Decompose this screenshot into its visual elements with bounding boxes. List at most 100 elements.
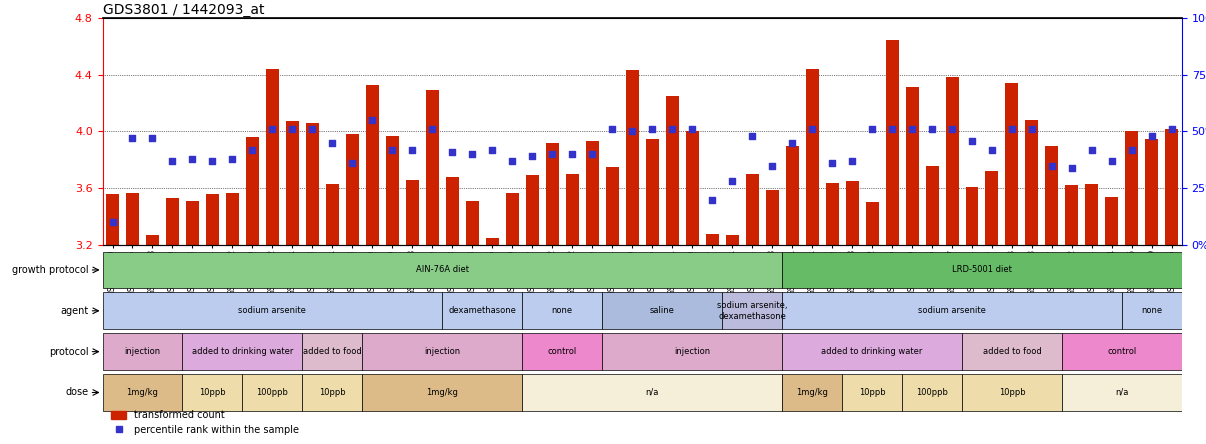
- Point: [223, 155, 242, 162]
- Bar: [925, 166, 938, 245]
- Bar: [526, 175, 539, 245]
- Text: injection: injection: [425, 347, 461, 356]
- Text: dexamethasone: dexamethasone: [449, 306, 516, 315]
- Bar: [785, 146, 798, 245]
- Text: control: control: [1107, 347, 1136, 356]
- Bar: [103, 252, 783, 288]
- Bar: [1025, 120, 1038, 245]
- Point: [822, 160, 842, 167]
- Point: [163, 158, 182, 165]
- Point: [1102, 158, 1122, 165]
- Text: n/a: n/a: [645, 388, 658, 397]
- Point: [1163, 126, 1182, 133]
- Point: [783, 139, 802, 147]
- Point: [562, 151, 581, 158]
- Bar: [1085, 184, 1099, 245]
- Point: [1023, 126, 1042, 133]
- Bar: [1006, 83, 1019, 245]
- Bar: [1062, 374, 1182, 411]
- Text: 10ppb: 10ppb: [199, 388, 226, 397]
- Text: added to drinking water: added to drinking water: [192, 347, 293, 356]
- Bar: [586, 141, 598, 245]
- Bar: [166, 198, 178, 245]
- Text: 1mg/kg: 1mg/kg: [796, 388, 829, 397]
- Point: [962, 137, 982, 144]
- Bar: [226, 193, 239, 245]
- Text: added to food: added to food: [983, 347, 1041, 356]
- Bar: [885, 40, 898, 245]
- Bar: [446, 177, 458, 245]
- Bar: [686, 131, 698, 245]
- Bar: [745, 174, 759, 245]
- Point: [942, 126, 961, 133]
- Point: [622, 128, 642, 135]
- Bar: [326, 184, 339, 245]
- Text: injection: injection: [674, 347, 710, 356]
- Point: [443, 148, 462, 155]
- Text: 10ppb: 10ppb: [320, 388, 346, 397]
- Point: [762, 162, 781, 169]
- Bar: [962, 333, 1062, 370]
- Bar: [902, 374, 962, 411]
- Point: [422, 126, 441, 133]
- Bar: [106, 194, 119, 245]
- Bar: [265, 69, 279, 245]
- Bar: [845, 181, 859, 245]
- Bar: [1046, 146, 1059, 245]
- Text: added to drinking water: added to drinking water: [821, 347, 923, 356]
- Bar: [146, 235, 159, 245]
- Bar: [522, 374, 783, 411]
- Point: [902, 126, 921, 133]
- Bar: [125, 193, 139, 245]
- Bar: [605, 167, 619, 245]
- Point: [603, 126, 622, 133]
- Bar: [522, 333, 602, 370]
- Bar: [103, 333, 182, 370]
- Bar: [985, 171, 999, 245]
- Text: control: control: [548, 347, 576, 356]
- Point: [543, 151, 562, 158]
- Bar: [783, 293, 1122, 329]
- Bar: [443, 293, 522, 329]
- Point: [382, 146, 402, 153]
- Bar: [303, 374, 362, 411]
- Bar: [406, 180, 418, 245]
- Bar: [303, 333, 362, 370]
- Text: none: none: [551, 306, 573, 315]
- Bar: [466, 201, 479, 245]
- Point: [123, 135, 142, 142]
- Bar: [946, 77, 959, 245]
- Text: injection: injection: [124, 347, 160, 356]
- Text: saline: saline: [650, 306, 674, 315]
- Text: sodium arsenite,
dexamethasone: sodium arsenite, dexamethasone: [716, 301, 788, 321]
- Point: [183, 155, 203, 162]
- Text: growth protocol: growth protocol: [12, 265, 88, 275]
- Text: 1mg/kg: 1mg/kg: [427, 388, 458, 397]
- Point: [103, 219, 122, 226]
- Bar: [1146, 139, 1159, 245]
- Bar: [1165, 129, 1178, 245]
- Text: 10ppb: 10ppb: [999, 388, 1025, 397]
- Bar: [103, 374, 182, 411]
- Bar: [286, 122, 299, 245]
- Bar: [182, 333, 303, 370]
- Point: [703, 196, 722, 203]
- Point: [142, 135, 162, 142]
- Point: [582, 151, 602, 158]
- Bar: [602, 333, 783, 370]
- Bar: [206, 194, 219, 245]
- Bar: [722, 293, 783, 329]
- Bar: [242, 374, 303, 411]
- Point: [403, 146, 422, 153]
- Point: [303, 126, 322, 133]
- Text: AIN-76A diet: AIN-76A diet: [416, 266, 469, 274]
- Point: [643, 126, 662, 133]
- Bar: [783, 252, 1182, 288]
- Text: n/a: n/a: [1116, 388, 1129, 397]
- Point: [522, 153, 541, 160]
- Point: [242, 146, 262, 153]
- Bar: [666, 96, 679, 245]
- Bar: [186, 201, 199, 245]
- Text: 10ppb: 10ppb: [859, 388, 885, 397]
- Bar: [806, 69, 819, 245]
